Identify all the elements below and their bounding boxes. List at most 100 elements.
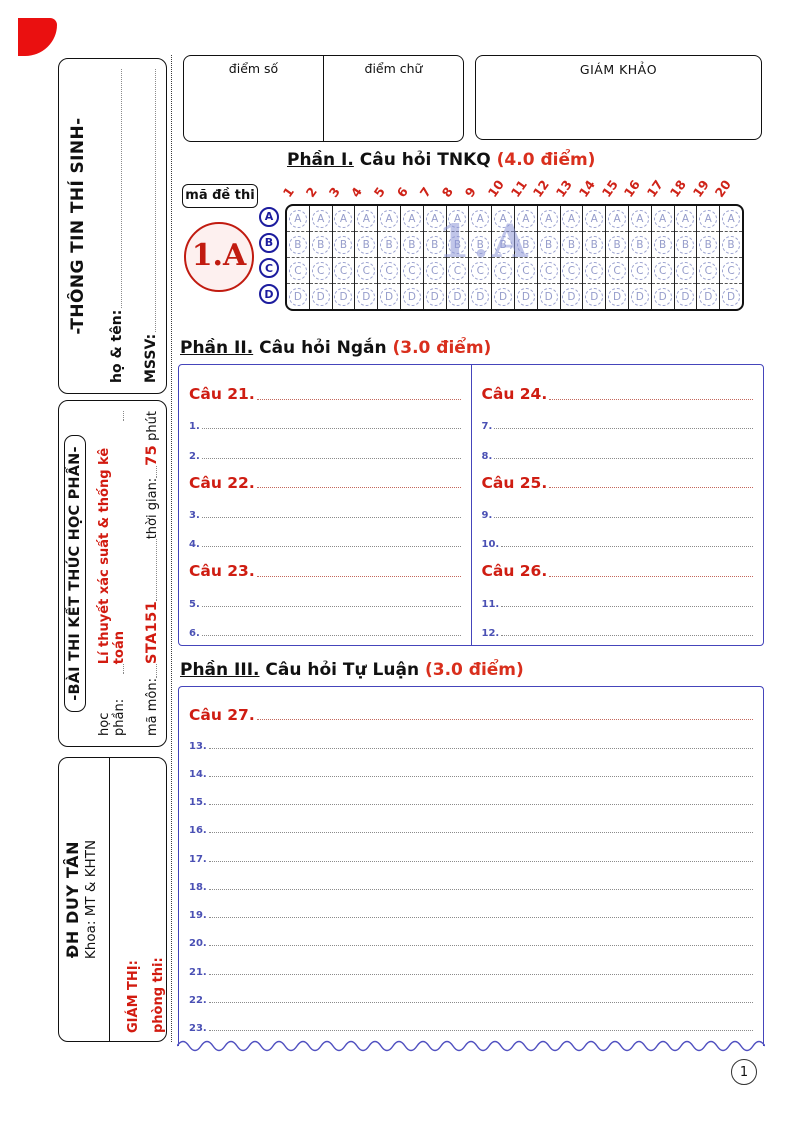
answer-bubble-19-a[interactable]: A [699,209,718,228]
answer-bubble-18-d[interactable]: D [676,287,695,306]
answer-bubble-11-d[interactable]: D [516,287,535,306]
answer-bubble-11-a[interactable]: A [516,209,535,228]
dotted-line [256,398,461,400]
answer-bubble-14-c[interactable]: C [585,261,604,280]
answer-cell: A [514,206,537,232]
answer-bubble-5-b[interactable]: B [380,235,399,254]
answer-bubble-11-c[interactable]: C [516,261,535,280]
answer-bubble-10-d[interactable]: D [494,287,513,306]
answer-line: 3. [189,491,461,521]
answer-bubble-10-c[interactable]: C [494,261,513,280]
answer-bubble-7-c[interactable]: C [425,261,444,280]
answer-bubble-15-b[interactable]: B [608,235,627,254]
answer-bubble-3-d[interactable]: D [334,287,353,306]
answer-cell: B [446,232,469,258]
answer-bubble-3-a[interactable]: A [334,209,353,228]
question-number-cell: 6 [393,170,422,202]
student-info-title: -THÔNG TIN THÍ SINH- [68,117,88,335]
answer-bubble-9-a[interactable]: A [471,209,490,228]
answer-bubble-10-b[interactable]: B [494,235,513,254]
answer-bubble-8-c[interactable]: C [448,261,467,280]
answer-cell: D [629,284,651,309]
answer-bubble-13-d[interactable]: D [562,287,581,306]
answer-bubble-19-c[interactable]: C [699,261,718,280]
answer-bubble-10-a[interactable]: A [494,209,513,228]
answer-bubble-12-a[interactable]: A [539,209,558,228]
answer-bubble-8-d[interactable]: D [448,287,467,306]
course-value: Lí thuyết xác suất & thống kê toán [97,447,128,665]
examiner-label: GIÁM KHẢO [579,62,658,77]
answer-bubble-3-b[interactable]: B [334,235,353,254]
answer-bubble-2-d[interactable]: D [311,287,330,306]
answer-bubble-1-a[interactable]: A [288,209,307,228]
answer-bubble-7-a[interactable]: A [425,209,444,228]
answer-bubble-17-a[interactable]: A [653,209,672,228]
answer-bubble-14-b[interactable]: B [585,235,604,254]
answer-bubble-6-a[interactable]: A [402,209,421,228]
answer-bubble-16-a[interactable]: A [630,209,649,228]
answer-bubble-12-b[interactable]: B [539,235,558,254]
answer-bubble-8-a[interactable]: A [448,209,467,228]
question-number-cell: 18 [666,170,695,202]
answer-bubble-13-b[interactable]: B [562,235,581,254]
answer-bubble-17-c[interactable]: C [653,261,672,280]
answer-bubble-17-b[interactable]: B [653,235,672,254]
answer-bubble-4-d[interactable]: D [357,287,376,306]
answer-bubble-16-c[interactable]: C [630,261,649,280]
answer-bubble-12-d[interactable]: D [539,287,558,306]
answer-bubble-3-c[interactable]: C [334,261,353,280]
answer-line: 4. [189,521,461,551]
answer-bubble-12-c[interactable]: C [539,261,558,280]
part1-heading-points: (4.0 điểm) [496,150,596,170]
answer-bubble-4-b[interactable]: B [357,235,376,254]
answer-bubble-5-a[interactable]: A [380,209,399,228]
answer-cell: C [355,258,378,284]
answer-bubble-14-d[interactable]: D [585,287,604,306]
answer-bubble-16-b[interactable]: B [630,235,649,254]
line-number: 22. [189,994,207,1006]
answer-bubble-16-d[interactable]: D [630,287,649,306]
answer-bubble-5-c[interactable]: C [380,261,399,280]
answer-bubble-14-a[interactable]: A [585,209,604,228]
answer-bubble-18-b[interactable]: B [676,235,695,254]
question-label-row: Câu 26. [482,550,753,580]
answer-bubble-4-c[interactable]: C [357,261,376,280]
answer-bubble-1-b[interactable]: B [288,235,307,254]
answer-bubble-1-c[interactable]: C [288,261,307,280]
answer-bubble-2-b[interactable]: B [311,235,330,254]
answer-bubble-7-d[interactable]: D [425,287,444,306]
answer-bubble-20-d[interactable]: D [722,287,741,306]
answer-bubble-8-b[interactable]: B [448,235,467,254]
proctor-label: GIÁM THỊ: [126,960,141,1033]
answer-bubble-2-c[interactable]: C [311,261,330,280]
answer-bubble-15-a[interactable]: A [608,209,627,228]
answer-bubble-18-c[interactable]: C [676,261,695,280]
answer-bubble-20-c[interactable]: C [722,261,741,280]
answer-bubble-6-d[interactable]: D [402,287,421,306]
answer-bubble-18-a[interactable]: A [676,209,695,228]
answer-bubble-11-b[interactable]: B [516,235,535,254]
answer-bubble-13-c[interactable]: C [562,261,581,280]
answer-bubble-13-a[interactable]: A [562,209,581,228]
answer-bubble-17-d[interactable]: D [653,287,672,306]
answer-bubble-7-b[interactable]: B [425,235,444,254]
answer-bubble-15-d[interactable]: D [608,287,627,306]
answer-bubble-4-a[interactable]: A [357,209,376,228]
answer-bubble-9-d[interactable]: D [471,287,490,306]
answer-bubble-20-b[interactable]: B [722,235,741,254]
answer-bubble-19-d[interactable]: D [699,287,718,306]
answer-bubble-6-c[interactable]: C [402,261,421,280]
answer-bubble-9-b[interactable]: B [471,235,490,254]
answer-bubble-2-a[interactable]: A [311,209,330,228]
answer-cell: B [583,232,606,258]
answer-bubble-6-b[interactable]: B [402,235,421,254]
answer-bubble-1-d[interactable]: D [288,287,307,306]
answer-bubble-20-a[interactable]: A [722,209,741,228]
answer-bubble-9-c[interactable]: C [471,261,490,280]
answer-bubble-19-b[interactable]: B [699,235,718,254]
answer-bubble-15-c[interactable]: C [608,261,627,280]
answer-bubble-5-d[interactable]: D [380,287,399,306]
